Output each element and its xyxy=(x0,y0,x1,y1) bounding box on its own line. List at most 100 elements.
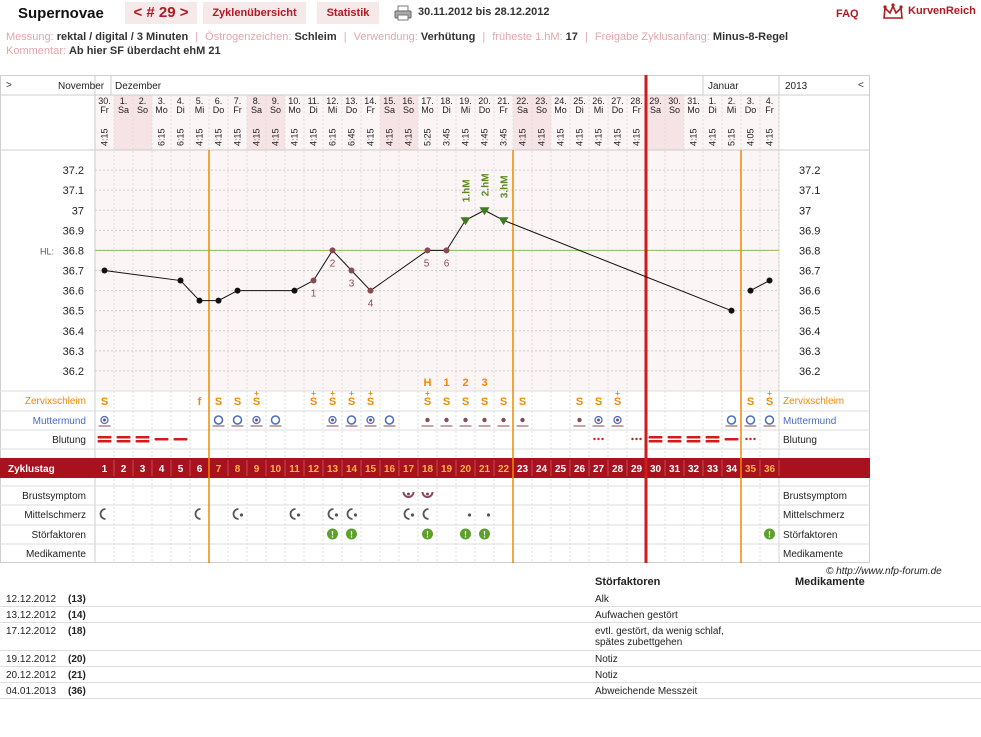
top-bar: Supernovae < # 29 > Zyklenübersicht Stat… xyxy=(0,0,981,28)
weekend-column xyxy=(399,95,418,150)
zyklustag-bar xyxy=(0,458,870,478)
disturbance-icon-mark: ! xyxy=(350,530,353,540)
zervix-mark: f xyxy=(198,396,202,408)
measure-time: 6:15 xyxy=(176,128,186,146)
cycle-selector[interactable]: < # 29 > xyxy=(125,2,197,24)
measure-time: 4:15 xyxy=(461,128,471,146)
brand-logo[interactable]: KurvenReich xyxy=(908,5,976,17)
day-date: 4. xyxy=(177,96,185,106)
cycle-day-number: 32 xyxy=(688,464,700,475)
cycle-day-number: 19 xyxy=(441,464,453,475)
tab-zyklenuebersicht[interactable]: Zyklenübersicht xyxy=(203,2,306,24)
cycle-day-number: 35 xyxy=(745,464,757,475)
day-date: 3. xyxy=(158,96,166,106)
bleeding-strong-icon xyxy=(135,440,150,443)
breast-symptom-dot xyxy=(407,492,410,496)
bleeding-strong-icon xyxy=(686,440,701,443)
disturbance-icon xyxy=(346,528,357,540)
muttermund-half-icon xyxy=(252,415,261,425)
row-label-muttermund: Muttermund xyxy=(33,416,86,427)
cycle-day-number: 29 xyxy=(631,464,643,475)
cycle-day-number: 2 xyxy=(121,464,127,475)
oestrogen-value: Schleim xyxy=(294,31,337,43)
pain-crescent-icon xyxy=(403,508,410,520)
cycle-day-number: 30 xyxy=(650,464,662,475)
day-weekday: Fr xyxy=(233,105,242,115)
disturbance-icon xyxy=(460,528,471,540)
zervix-mark: S xyxy=(329,396,336,408)
day-date: 19. xyxy=(459,96,472,106)
pain-dot-icon xyxy=(239,513,244,517)
muttermund-dot-icon xyxy=(331,418,334,422)
note-date: 12.12.2012 xyxy=(6,594,57,605)
peak-marker: 3 xyxy=(481,377,487,389)
breast-symptom-icon xyxy=(402,491,415,498)
day-date: 31. xyxy=(687,96,700,106)
zervix-mark: S xyxy=(348,396,355,408)
cycle-day-number: 8 xyxy=(235,464,241,475)
cycle-day-number: 28 xyxy=(612,464,624,475)
cycle-day-number: 14 xyxy=(346,464,358,475)
cycle-chart: > < November Dezember Januar 2013 30. Fr 4:15 1. S… xyxy=(0,75,870,565)
day-weekday: Fr xyxy=(100,105,109,115)
muttermund-dot-icon xyxy=(103,418,106,422)
peak-marker: 2 xyxy=(462,377,468,389)
weekend-column xyxy=(266,95,285,150)
zervix-mark: S xyxy=(766,396,773,408)
row-label-right-medi: Medikamente xyxy=(783,549,843,560)
day-date: 24. xyxy=(554,96,567,106)
note-date: 20.12.2012 xyxy=(6,670,57,681)
high-temp-point xyxy=(460,217,471,226)
muttermund-dot-icon xyxy=(463,417,468,423)
pain-dot-icon xyxy=(486,513,491,517)
zervix-mark: S xyxy=(101,396,108,408)
bleeding-strong-icon xyxy=(705,440,720,443)
verwendung-label: Verwendung: xyxy=(353,31,418,43)
bleeding-strong-icon xyxy=(97,436,112,439)
disturbance-icon xyxy=(327,528,338,540)
day-weekday: Fr xyxy=(765,105,774,115)
muttermund-half-icon xyxy=(613,415,622,425)
day-date: 9. xyxy=(272,96,280,106)
day-weekday: Di xyxy=(575,105,584,115)
day-weekday: Sa xyxy=(384,105,395,115)
day-date: 21. xyxy=(497,96,510,106)
pain-crescent-icon xyxy=(422,508,429,520)
temp-point xyxy=(291,287,298,294)
cycle-day-number: 12 xyxy=(308,464,320,475)
y-tick-right: 36.5 xyxy=(799,306,820,318)
weekend-column xyxy=(247,95,266,150)
nav-prev-button: > xyxy=(6,80,12,91)
temp-point xyxy=(747,287,754,294)
y-tick-right: 36.9 xyxy=(799,225,820,237)
pain-dot-icon xyxy=(296,513,301,517)
day-date: 27. xyxy=(611,96,624,106)
bleeding-medium-icon xyxy=(154,438,169,441)
bleeding-spot-icon xyxy=(597,437,600,441)
y-tick-right: 36.2 xyxy=(799,366,820,378)
note-cycle-day: (20) xyxy=(68,654,86,665)
muttermund-dot-icon xyxy=(520,417,525,423)
y-tick-left: 37 xyxy=(72,205,84,217)
cycle-day-number: 27 xyxy=(593,464,605,475)
row-label-right-stoer: Störfaktoren xyxy=(783,530,837,541)
tab-statistik[interactable]: Statistik xyxy=(317,2,379,24)
note-cycle-day: (14) xyxy=(68,610,86,621)
y-tick-left: 36.9 xyxy=(63,225,84,237)
notes-row: 20.12.2012 (21) Notiz xyxy=(0,668,981,683)
faq-link[interactable]: FAQ xyxy=(836,8,859,20)
low-temp-point xyxy=(310,277,317,284)
cycle-day-number: 20 xyxy=(460,464,472,475)
low-temp-point xyxy=(367,287,374,294)
measure-time: 5:25 xyxy=(423,128,433,146)
low-temp-label: 5 xyxy=(424,258,430,269)
zervix-mark: S xyxy=(462,396,469,408)
cycle-day-number: 4 xyxy=(159,464,165,475)
print-icon[interactable] xyxy=(394,5,412,21)
zervix-mark: S xyxy=(234,396,241,408)
day-weekday: So xyxy=(536,105,547,115)
measure-time: 4:15 xyxy=(632,128,642,146)
note-text: Notiz xyxy=(595,654,618,665)
weekend-column xyxy=(532,95,551,150)
day-date: 12. xyxy=(326,96,339,106)
